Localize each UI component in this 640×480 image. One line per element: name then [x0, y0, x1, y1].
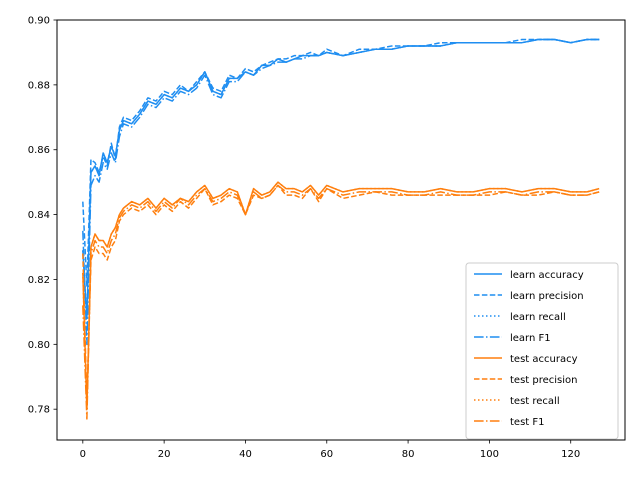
x-tick-label: 60 — [320, 449, 333, 460]
legend-label: test recall — [510, 396, 560, 407]
series-layer — [82, 38, 600, 420]
y-tick-label: 0.84 — [28, 210, 50, 221]
y-axis: 0.78 0.80 0.82 0.84 0.86 0.88 0.90 — [28, 16, 57, 416]
legend-box — [465, 262, 619, 440]
series-line-test-precision — [82, 184, 600, 404]
y-tick-label: 0.78 — [28, 405, 50, 416]
x-tick-label: 0 — [80, 449, 86, 460]
x-tick-label: 80 — [402, 449, 415, 460]
y-tick-label: 0.82 — [28, 275, 50, 286]
x-tick-label: 100 — [480, 449, 499, 460]
x-tick-label: 40 — [239, 449, 252, 460]
series-line-learn-precision — [82, 38, 600, 287]
x-tick-label: 20 — [158, 449, 171, 460]
legend: learn accuracy learn precision learn recal… — [465, 262, 619, 440]
legend-label: learn recall — [510, 312, 566, 323]
series-line-test-recall — [82, 181, 600, 410]
legend-label: test accuracy — [510, 354, 578, 365]
series-line-test-f1 — [82, 184, 600, 420]
legend-label: learn F1 — [510, 333, 551, 344]
y-tick-label: 0.88 — [28, 80, 50, 91]
legend-label: test precision — [510, 375, 578, 386]
series-line-learn-f1 — [82, 38, 600, 346]
y-tick-label: 0.90 — [28, 16, 50, 27]
y-tick-label: 0.80 — [28, 340, 50, 351]
y-tick-label: 0.86 — [28, 145, 50, 156]
x-tick-label: 120 — [561, 449, 580, 460]
plot-frame — [56, 19, 626, 441]
x-axis: 0 20 40 60 80 100 120 — [80, 440, 580, 460]
legend-label: learn precision — [510, 291, 584, 302]
legend-label: learn accuracy — [510, 270, 584, 281]
legend-label: test F1 — [510, 417, 545, 428]
